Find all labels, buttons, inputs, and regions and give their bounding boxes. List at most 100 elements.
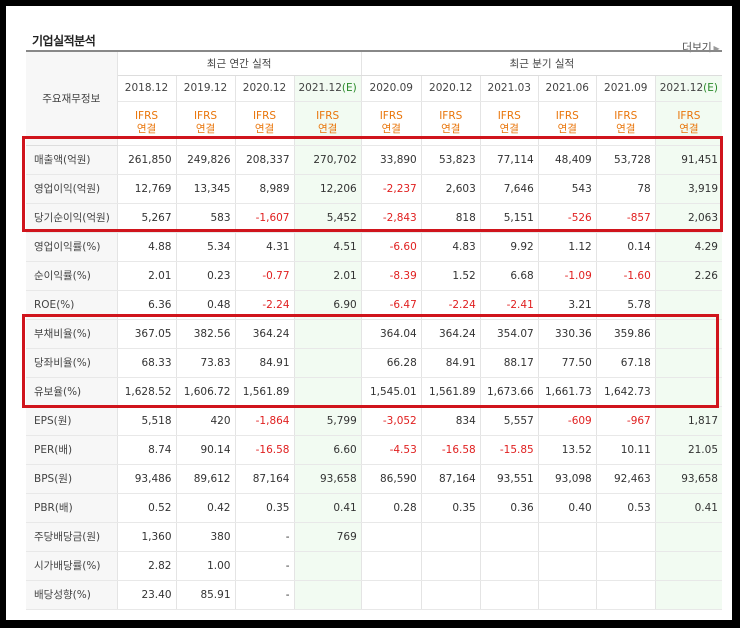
- table-cell: -: [235, 522, 295, 552]
- table-cell: [361, 551, 422, 581]
- table-cell: 5,799: [294, 406, 362, 436]
- table-row: 영업이익(억원) 12,769 13,345 8,989 12,206 -2,237 2,6…: [26, 174, 722, 204]
- table-cell: 33,890: [361, 145, 422, 175]
- table-cell: 4.31: [235, 232, 295, 262]
- table-cell: -4.53: [361, 435, 422, 465]
- table-cell: 67.18: [596, 348, 656, 378]
- table-row: 배당성향(%) 23.40 85.91-: [26, 580, 722, 610]
- table-cell: [294, 551, 362, 581]
- row-label: 영업이익률(%): [26, 232, 118, 262]
- table-cell: 359.86: [596, 319, 656, 349]
- table-cell: -609: [538, 406, 597, 436]
- column-header-6: 2021.03: [480, 75, 539, 102]
- table-cell: -1,864: [235, 406, 295, 436]
- row-label: 매출액(억원): [26, 145, 118, 175]
- table-row: 유보율(%) 1,628.52 1,606.72 1,561.89 1,545.01 1,…: [26, 377, 722, 407]
- table-cell: 89,612: [176, 464, 236, 494]
- table-cell: [538, 522, 597, 552]
- table-cell: [294, 377, 362, 407]
- table-cell: -0.77: [235, 261, 295, 291]
- table-cell: 1.12: [538, 232, 597, 262]
- financial-summary-table: 주요재무정보 최근 연간 실적 최근 분기 실적 2018.12 2019.12 2…: [26, 50, 722, 610]
- column-header-2: 2020.12: [235, 75, 295, 102]
- table-cell: 367.05: [117, 319, 177, 349]
- table-cell: 77,114: [480, 145, 539, 175]
- table-cell: 93,486: [117, 464, 177, 494]
- table-cell: -2,843: [361, 203, 422, 233]
- table-cell: 92,463: [596, 464, 656, 494]
- table-cell: 6.68: [480, 261, 539, 291]
- table-cell: 68.33: [117, 348, 177, 378]
- table-cell: -16.58: [235, 435, 295, 465]
- row-label: 부채비율(%): [26, 319, 118, 349]
- table-cell: [596, 580, 656, 610]
- table-cell: 5,267: [117, 203, 177, 233]
- table-cell: 23.40: [117, 580, 177, 610]
- table-cell: [421, 551, 481, 581]
- table-row: 시가배당률(%) 2.82 1.00-: [26, 551, 722, 581]
- table-cell: [655, 348, 722, 378]
- table-cell: [655, 551, 722, 581]
- annual-group-header: 최근 연간 실적: [117, 50, 362, 76]
- table-cell: 364.24: [421, 319, 481, 349]
- table-cell: 2.01: [294, 261, 362, 291]
- table-cell: 3,919: [655, 174, 722, 204]
- table-cell: 10.11: [596, 435, 656, 465]
- table-cell: 1,606.72: [176, 377, 236, 407]
- table-cell: [480, 522, 539, 552]
- table-cell: 86,590: [361, 464, 422, 494]
- quarter-group-header: 최근 분기 실적: [361, 50, 722, 76]
- table-cell: 364.24: [235, 319, 295, 349]
- row-label: 유보율(%): [26, 377, 118, 407]
- table-cell: 84.91: [235, 348, 295, 378]
- row-label: EPS(원): [26, 406, 118, 436]
- table-cell: 91,451: [655, 145, 722, 175]
- table-cell: 2,063: [655, 203, 722, 233]
- table-cell: [655, 377, 722, 407]
- table-cell: -3,052: [361, 406, 422, 436]
- table-cell: 93,551: [480, 464, 539, 494]
- table-row: PER(배) 8.74 90.14 -16.58 6.60 -4.53 -16.58 -15.…: [26, 435, 722, 465]
- table-cell: [294, 348, 362, 378]
- table-cell: 66.28: [361, 348, 422, 378]
- table-cell: -: [235, 551, 295, 581]
- table-cell: 53,823: [421, 145, 481, 175]
- table-cell: 8,989: [235, 174, 295, 204]
- table-cell: [655, 319, 722, 349]
- table-cell: [480, 551, 539, 581]
- row-label: 시가배당률(%): [26, 551, 118, 581]
- table-cell: 78: [596, 174, 656, 204]
- table-row: EPS(원) 5,518 420 -1,864 5,799 -3,052 834 5,557-…: [26, 406, 722, 436]
- table-cell: 0.28: [361, 493, 422, 523]
- table-row: 영업이익률(%) 4.88 5.34 4.31 4.51 -6.60 4.83 9.92 1.1…: [26, 232, 722, 262]
- table-cell: [538, 580, 597, 610]
- table-cell: [596, 551, 656, 581]
- row-label: 순이익률(%): [26, 261, 118, 291]
- column-header-3: 2021.12(E): [294, 75, 362, 102]
- table-cell: 261,850: [117, 145, 177, 175]
- row-label: 영업이익(억원): [26, 174, 118, 204]
- table-cell: -: [235, 580, 295, 610]
- table-cell: [361, 580, 422, 610]
- table-cell: 21.05: [655, 435, 722, 465]
- column-header-0: 2018.12: [117, 75, 177, 102]
- table-cell: 270,702: [294, 145, 362, 175]
- table-cell: [421, 522, 481, 552]
- table-cell: -1,607: [235, 203, 295, 233]
- table-cell: 1,628.52: [117, 377, 177, 407]
- table-cell: -16.58: [421, 435, 481, 465]
- table-cell: 88.17: [480, 348, 539, 378]
- column-header-1: 2019.12: [176, 75, 236, 102]
- highlight-box-stability: [22, 314, 719, 408]
- table-cell: 330.36: [538, 319, 597, 349]
- table-cell: [655, 580, 722, 610]
- table-cell: -15.85: [480, 435, 539, 465]
- table-cell: 87,164: [421, 464, 481, 494]
- table-cell: 4.83: [421, 232, 481, 262]
- table-row: 당좌비율(%) 68.33 73.83 84.91 66.28 84.91 88.17 77.…: [26, 348, 722, 378]
- row-label: 당좌비율(%): [26, 348, 118, 378]
- table-cell: 0.14: [596, 232, 656, 262]
- table-cell: 1,673.66: [480, 377, 539, 407]
- table-cell: 364.04: [361, 319, 422, 349]
- table-cell: -526: [538, 203, 597, 233]
